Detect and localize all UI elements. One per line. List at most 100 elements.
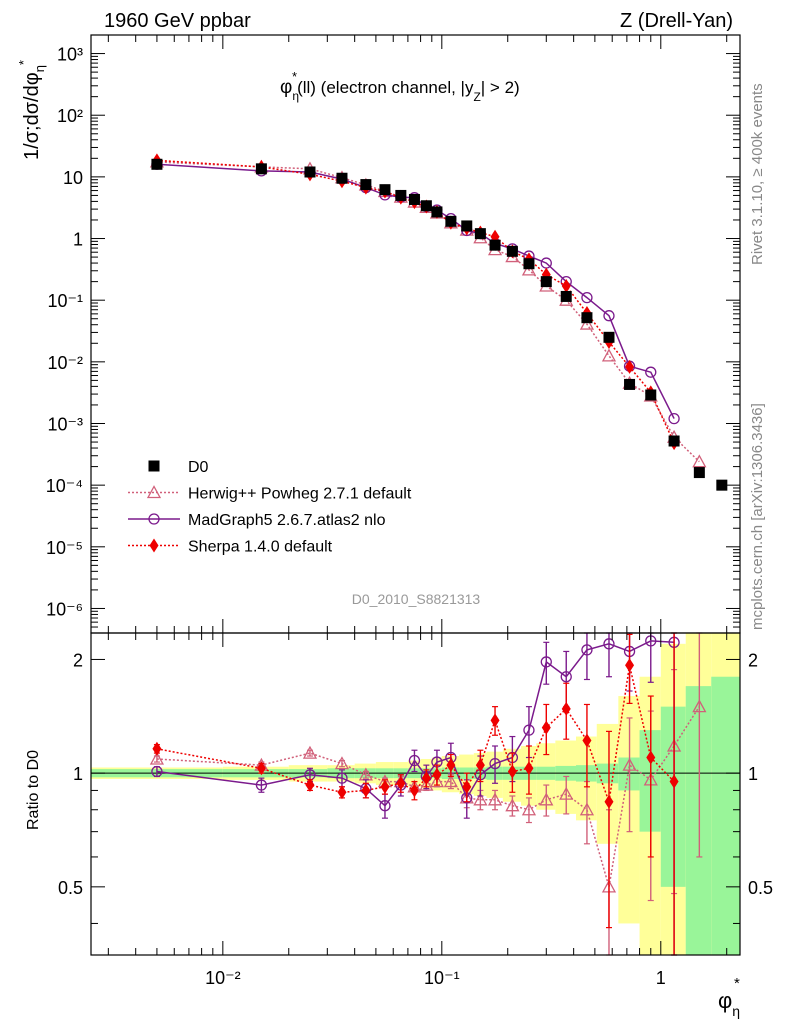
main-point-data [506, 245, 518, 257]
ratio-point-sherpa [337, 785, 347, 800]
ratio-point-madgraph [603, 638, 615, 650]
main-point-data [420, 200, 432, 212]
ratio-tick-label: 1 [73, 764, 83, 784]
legend-marker-data [148, 460, 160, 472]
ratio-point-sherpa [152, 741, 162, 756]
main-point-data [408, 193, 420, 205]
y-tick-label: 10 [63, 168, 83, 188]
ratio-point-sherpa [669, 774, 679, 789]
ratio-point-madgraph [408, 754, 421, 767]
band-inner [660, 706, 686, 887]
legend-marker-sherpa [149, 538, 159, 553]
ratio-point-sherpa [421, 771, 431, 786]
main-point-data [304, 166, 316, 178]
main-point-data [668, 435, 680, 447]
main-point-data [461, 220, 473, 232]
ratio-point-herwig [473, 792, 488, 806]
main-point-herwig [521, 262, 537, 276]
main-point-data [474, 228, 486, 240]
main-point-data [395, 189, 407, 201]
band-inner [685, 686, 712, 955]
ratio-point-sherpa [446, 758, 456, 773]
main-point-data [255, 163, 267, 175]
side-label-bottom: mcplots.cern.ch [arXiv:1306.3436] [749, 403, 766, 630]
ratio-point-madgraph [151, 765, 163, 778]
svg-text:1/σ;dσ/dφη*: 1/σ;dσ/dφη* [16, 60, 47, 160]
ratio-point-sherpa [462, 779, 472, 794]
ratio-point-herwig [443, 774, 458, 788]
main-point-data [603, 331, 615, 343]
legend-marker-madgraph [148, 513, 160, 525]
ratio-point-sherpa [361, 783, 371, 798]
main-point-madgraph [603, 310, 615, 322]
ratio-point-herwig [622, 757, 637, 771]
watermark: D0_2010_S8821313 [352, 591, 481, 607]
y-tick-label: 10⁻⁴ [46, 476, 83, 496]
main-point-herwig [579, 316, 595, 330]
main-point-data [445, 215, 457, 227]
header-left: 1960 GeV ppbar [104, 10, 251, 32]
x-axis-label: φη * [718, 975, 740, 1019]
ratio-point-herwig [149, 751, 165, 765]
legend-label-herwig: Herwig++ Powheg 2.7.1 default [188, 486, 412, 503]
ratio-point-herwig [559, 786, 574, 800]
y-axis-label-main: 1/σ;dσ/dφη* [16, 60, 47, 160]
ratio-point-sherpa [604, 794, 614, 809]
ratio-line-herwig [156, 706, 700, 888]
y-tick-label: 10⁻² [47, 353, 83, 373]
y-tick-label: 10⁻⁵ [46, 538, 83, 558]
main-point-data [523, 258, 535, 270]
y-tick-label: 10⁻⁶ [46, 599, 83, 619]
x-tick-label: 10⁻² [205, 968, 241, 988]
ratio-tick-label: 2 [73, 650, 83, 670]
ratio-point-madgraph [581, 644, 593, 656]
ratio-point-herwig [429, 774, 445, 788]
ratio-point-sherpa [305, 778, 315, 793]
ratio-point-sherpa [561, 701, 571, 716]
ratio-point-herwig [521, 802, 537, 816]
ratio-point-herwig [419, 777, 434, 791]
main-point-data [379, 184, 391, 196]
ratio-point-madgraph [523, 724, 535, 736]
ratio-point-madgraph [336, 772, 348, 784]
main-point-data [360, 179, 372, 191]
ratio-point-herwig [334, 756, 350, 770]
ratio-point-sherpa [409, 783, 419, 798]
y-axis-label-ratio: Ratio to D0 [25, 750, 42, 830]
main-point-data [336, 172, 348, 184]
main-point-sherpa [625, 359, 635, 374]
main-point-data [624, 378, 636, 390]
y-tick-label: 10² [57, 106, 83, 126]
main-point-data [151, 158, 163, 170]
ratio-point-sherpa [475, 758, 485, 773]
ratio-point-herwig [487, 792, 503, 806]
ratio-point-herwig [692, 699, 707, 713]
ratio-tick-label-right: 1 [748, 764, 758, 784]
ratio-tick-label-right: 0.5 [748, 878, 773, 898]
ratio-point-sherpa [646, 750, 656, 765]
ratio-point-sherpa [625, 658, 635, 673]
main-point-data [540, 276, 552, 288]
ratio-point-sherpa [541, 720, 551, 735]
svg-text:*: * [734, 975, 740, 992]
ratio-point-madgraph [255, 779, 268, 791]
ratio-point-sherpa [524, 761, 534, 776]
x-tick-label: 1 [656, 968, 666, 988]
ratio-point-herwig [505, 798, 520, 812]
ratio-point-madgraph [379, 800, 391, 812]
main-point-madgraph [581, 291, 593, 304]
ratio-frame [90, 632, 741, 956]
main-point-data [489, 239, 501, 251]
legend-label-sherpa: Sherpa 1.4.0 default [188, 539, 333, 556]
ratio-point-madgraph [560, 671, 572, 683]
plot-title: φη*(ll) (electron channel, |yZ| > 2) [280, 69, 520, 104]
main-point-data [560, 290, 572, 302]
band-outer [596, 723, 619, 844]
ratio-point-herwig [539, 792, 554, 806]
main-point-madgraph [645, 366, 657, 378]
ratio-tick-label: 0.5 [58, 878, 83, 898]
y-tick-label: 10⁻³ [47, 414, 83, 434]
header-right: Z (Drell-Yan) [620, 10, 733, 32]
svg-text:φη: φη [718, 988, 740, 1019]
